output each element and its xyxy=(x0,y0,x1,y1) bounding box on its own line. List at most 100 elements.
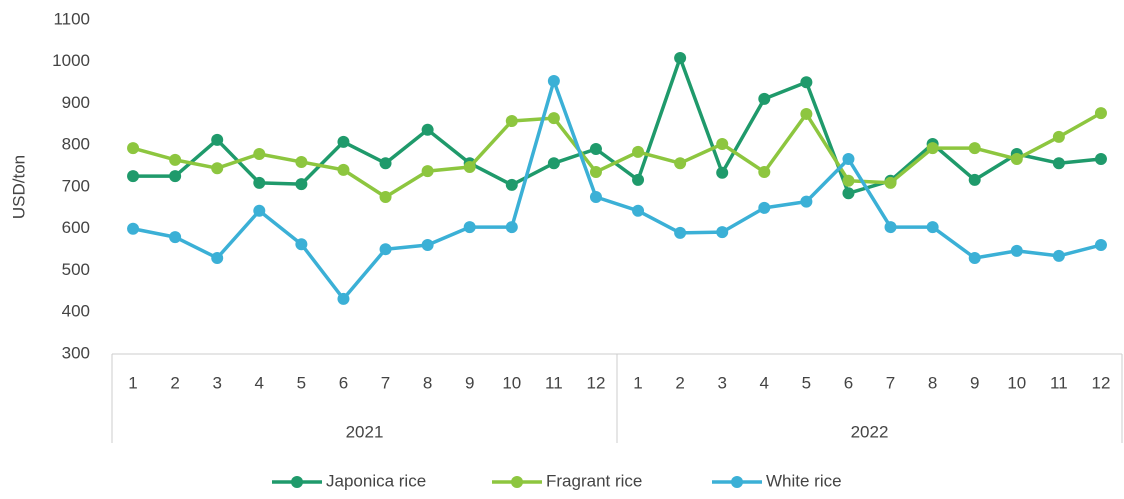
marker xyxy=(758,201,771,214)
series xyxy=(127,107,1107,204)
x-tick-label: 10 xyxy=(1007,373,1026,392)
x-tick-label: 1 xyxy=(128,373,137,392)
x-tick-label: 2 xyxy=(675,373,684,392)
x-tick-label: 5 xyxy=(297,373,306,392)
legend-marker xyxy=(511,476,523,488)
marker xyxy=(379,243,392,256)
x-tick-label: 11 xyxy=(545,373,563,392)
marker xyxy=(253,148,266,161)
y-tick-label: 1100 xyxy=(53,9,90,28)
marker xyxy=(674,226,687,239)
x-tick-label: 2 xyxy=(170,373,179,392)
x-tick-label: 9 xyxy=(465,373,474,392)
marker xyxy=(800,107,813,120)
marker xyxy=(211,133,224,146)
marker xyxy=(800,76,813,89)
marker xyxy=(884,176,897,189)
marker xyxy=(758,92,771,105)
marker xyxy=(169,170,182,183)
y-tick-label: 900 xyxy=(62,93,90,112)
marker xyxy=(716,137,729,150)
marker xyxy=(211,251,224,264)
legend-label: White rice xyxy=(766,471,842,490)
marker xyxy=(295,178,308,191)
marker xyxy=(379,157,392,170)
x-tick-label: 12 xyxy=(586,373,605,392)
marker xyxy=(421,239,434,252)
marker xyxy=(337,292,350,305)
marker xyxy=(800,195,813,208)
marker xyxy=(674,51,687,64)
marker xyxy=(716,166,729,179)
marker xyxy=(337,163,350,176)
x-tick-label: 4 xyxy=(255,373,264,392)
group-label: 2022 xyxy=(851,422,889,441)
y-tick-label: 700 xyxy=(62,176,90,195)
marker xyxy=(127,222,140,235)
marker xyxy=(253,204,266,217)
marker xyxy=(1052,130,1065,143)
legend-marker xyxy=(291,476,303,488)
marker xyxy=(926,221,939,234)
marker xyxy=(421,123,434,136)
x-tick-label: 7 xyxy=(381,373,390,392)
marker xyxy=(295,238,308,251)
marker xyxy=(1052,249,1065,262)
x-tick-label: 11 xyxy=(1050,373,1068,392)
marker xyxy=(632,145,645,158)
marker xyxy=(463,221,476,234)
group-label: 2021 xyxy=(346,422,384,441)
marker xyxy=(127,170,140,183)
marker xyxy=(716,226,729,239)
marker xyxy=(758,165,771,178)
marker xyxy=(547,112,560,125)
marker xyxy=(1094,239,1107,252)
x-tick-label: 12 xyxy=(1091,373,1110,392)
marker xyxy=(505,178,518,191)
marker xyxy=(632,204,645,217)
legend-label: Japonica rice xyxy=(326,471,426,490)
x-tick-label: 5 xyxy=(802,373,811,392)
y-tick-label: 300 xyxy=(62,343,90,362)
series-line xyxy=(132,79,1102,301)
marker xyxy=(1010,244,1023,257)
marker xyxy=(842,187,855,200)
marker xyxy=(505,221,518,234)
marker xyxy=(926,142,939,155)
marker xyxy=(169,153,182,166)
x-tick-label: 9 xyxy=(970,373,979,392)
x-tick-label: 8 xyxy=(928,373,937,392)
marker xyxy=(337,135,350,148)
marker xyxy=(1052,157,1065,170)
legend-marker xyxy=(731,476,743,488)
series-line xyxy=(133,56,1102,196)
y-tick-label: 1000 xyxy=(52,51,90,70)
x-tick-label: 1 xyxy=(633,373,642,392)
marker xyxy=(505,115,518,128)
marker xyxy=(968,173,981,186)
marker xyxy=(842,174,855,187)
marker xyxy=(884,221,897,234)
legend-label: Fragrant rice xyxy=(546,471,642,490)
marker xyxy=(1094,153,1107,166)
y-tick-label: 500 xyxy=(62,260,90,279)
marker xyxy=(295,155,308,168)
x-tick-label: 6 xyxy=(339,373,348,392)
marker xyxy=(589,143,602,156)
x-tick-label: 4 xyxy=(760,373,769,392)
x-tick-label: 7 xyxy=(886,373,895,392)
marker xyxy=(421,165,434,178)
x-tick-label: 6 xyxy=(844,373,853,392)
series xyxy=(127,51,1107,200)
marker xyxy=(632,173,645,186)
x-tick-label: 10 xyxy=(502,373,521,392)
y-tick-label: 600 xyxy=(62,218,90,237)
y-axis-title: USD/ton xyxy=(9,155,28,219)
y-tick-label: 800 xyxy=(62,135,90,154)
series xyxy=(127,74,1107,305)
x-tick-label: 3 xyxy=(212,373,221,392)
marker xyxy=(968,251,981,264)
series-line xyxy=(132,111,1102,199)
y-tick-label: 400 xyxy=(62,302,90,321)
